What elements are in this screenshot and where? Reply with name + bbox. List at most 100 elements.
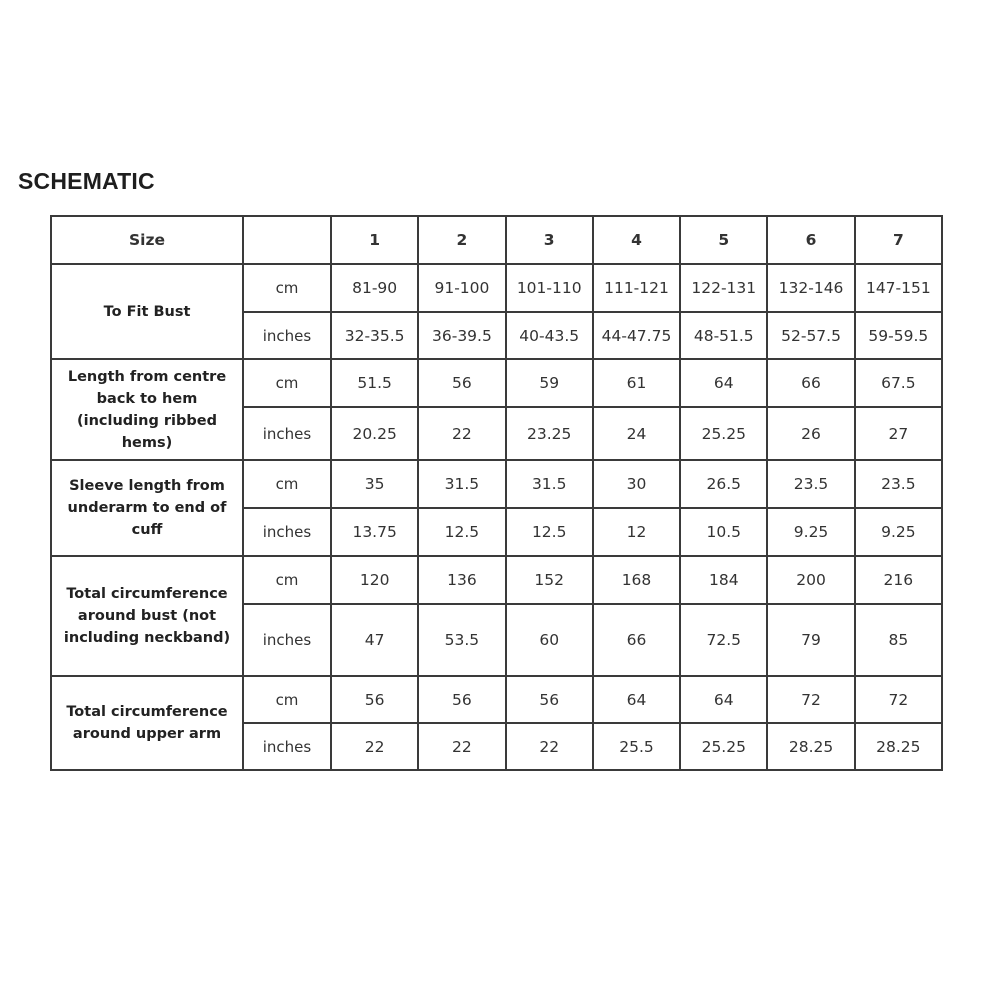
value-cell: 56: [504, 675, 594, 724]
value-cell: 59-59.5: [853, 311, 944, 360]
value-cell: 12.5: [504, 507, 594, 557]
value-cell: 66: [591, 603, 682, 677]
table-row: Total circumference around bust (not inc…: [50, 555, 944, 677]
value-cell: 64: [679, 358, 769, 408]
value-cell: 64: [679, 675, 769, 724]
value-cell: 61: [591, 358, 682, 408]
value-cell: 27: [853, 406, 944, 461]
header-size: 1: [329, 215, 420, 265]
value-cell: 10.5: [679, 507, 769, 557]
unit-label: inches: [242, 603, 332, 677]
header-unit: [242, 215, 332, 265]
header-size: 4: [591, 215, 682, 265]
value-cell: 22: [417, 722, 507, 771]
unit-label: inches: [242, 507, 332, 557]
table-row: inches 32-35.5 36-39.5 40-43.5 44-47.75 48-51…: [51, 311, 944, 360]
value-cell: 85: [853, 603, 944, 677]
value-cell: 26: [766, 406, 856, 461]
value-cell: 44-47.75: [591, 311, 682, 360]
table-row: To Fit Bust cm 81-90 91-100 101-110 111-121 12…: [50, 263, 944, 360]
value-cell: 30: [591, 459, 682, 509]
measurement-label: Total circumference around upper arm: [50, 675, 244, 771]
value-cell: 52-57.5: [766, 311, 856, 360]
header-size: 3: [504, 215, 594, 265]
table-header-row: Size 1 2 3 4 5 6 7: [50, 215, 944, 265]
measurement-label: Length from centre back to hem (includin…: [50, 358, 244, 461]
value-cell: 132-146: [766, 263, 856, 313]
value-cell: 25.25: [679, 722, 769, 771]
value-cell: 72: [853, 675, 944, 724]
value-cell: 53.5: [417, 603, 507, 677]
measurement-label: Total circumference around bust (not inc…: [50, 555, 244, 677]
value-cell: 51.5: [329, 358, 420, 408]
unit-label: inches: [242, 722, 332, 771]
value-cell: 168: [591, 555, 682, 605]
value-cell: 67.5: [853, 358, 944, 408]
table-row: Sleeve length from underarm to end of cu…: [50, 459, 944, 557]
value-cell: 101-110: [504, 263, 594, 313]
value-cell: 152: [504, 555, 594, 605]
value-cell: 72: [766, 675, 856, 724]
table-row: Total circumference around upper arm cm 56…: [50, 675, 944, 771]
value-cell: 72.5: [679, 603, 769, 677]
value-cell: 122-131: [679, 263, 769, 313]
value-cell: 26.5: [679, 459, 769, 509]
value-cell: 28.25: [853, 722, 944, 771]
header-size-label: Size: [50, 215, 244, 265]
unit-label: cm: [242, 675, 332, 724]
value-cell: 24: [591, 406, 682, 461]
value-cell: 40-43.5: [504, 311, 594, 360]
value-cell: 64: [591, 675, 682, 724]
value-cell: 23.5: [766, 459, 856, 509]
value-cell: 9.25: [853, 507, 944, 557]
value-cell: 91-100: [417, 263, 507, 313]
unit-label: cm: [242, 459, 332, 509]
value-cell: 136: [417, 555, 507, 605]
table-row: Length from centre back to hem (includin…: [50, 358, 944, 461]
value-cell: 56: [417, 675, 507, 724]
size-table: Size 1 2 3 4 5 6 7 To Fit Bust cm 81-90 91-…: [50, 215, 944, 771]
value-cell: 25.5: [591, 722, 682, 771]
value-cell: 48-51.5: [679, 311, 769, 360]
value-cell: 36-39.5: [417, 311, 507, 360]
value-cell: 200: [766, 555, 856, 605]
measurement-label: To Fit Bust: [50, 263, 244, 360]
value-cell: 31.5: [417, 459, 507, 509]
value-cell: 120: [329, 555, 420, 605]
value-cell: 23.5: [853, 459, 944, 509]
unit-label: cm: [242, 263, 332, 313]
unit-label: inches: [242, 406, 332, 461]
value-cell: 9.25: [766, 507, 856, 557]
table-row: inches 22 22 22 25.5 25.25 28.25 28.25: [51, 722, 944, 771]
value-cell: 147-151: [853, 263, 944, 313]
value-cell: 35: [329, 459, 420, 509]
header-size: 2: [417, 215, 507, 265]
value-cell: 12: [591, 507, 682, 557]
value-cell: 216: [853, 555, 944, 605]
value-cell: 25.25: [679, 406, 769, 461]
value-cell: 28.25: [766, 722, 856, 771]
value-cell: 22: [417, 406, 507, 461]
value-cell: 81-90: [329, 263, 420, 313]
header-size: 5: [679, 215, 769, 265]
measurement-label: Sleeve length from underarm to end of cu…: [50, 459, 244, 557]
unit-label: inches: [242, 311, 332, 360]
value-cell: 56: [329, 675, 420, 724]
value-cell: 22: [329, 722, 420, 771]
value-cell: 31.5: [504, 459, 594, 509]
value-cell: 60: [504, 603, 594, 677]
value-cell: 32-35.5: [329, 311, 420, 360]
value-cell: 184: [679, 555, 769, 605]
value-cell: 22: [504, 722, 594, 771]
table-row: inches 20.25 22 23.25 24 25.25 26 27: [51, 406, 944, 461]
header-size: 6: [766, 215, 856, 265]
unit-label: cm: [242, 358, 332, 408]
value-cell: 56: [417, 358, 507, 408]
header-size: 7: [853, 215, 944, 265]
page-title: SCHEMATIC: [18, 168, 155, 194]
value-cell: 66: [766, 358, 856, 408]
value-cell: 47: [329, 603, 420, 677]
unit-label: cm: [242, 555, 332, 605]
value-cell: 20.25: [329, 406, 420, 461]
value-cell: 79: [766, 603, 856, 677]
